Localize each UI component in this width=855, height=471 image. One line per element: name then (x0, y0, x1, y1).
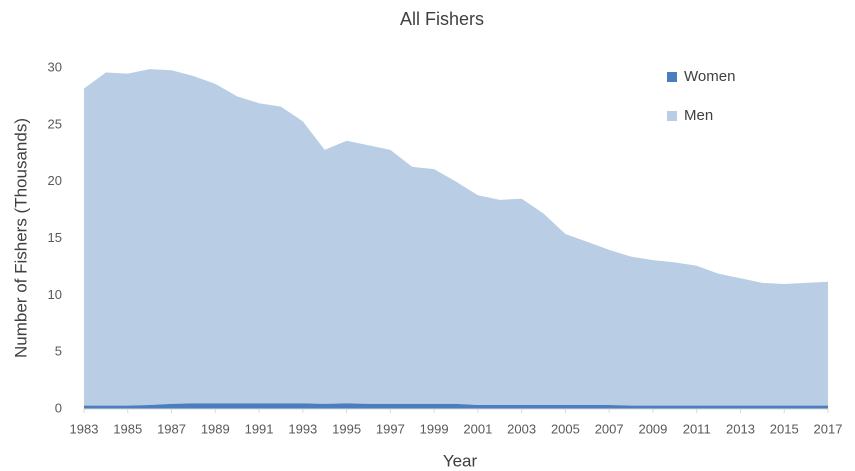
y-tick-label: 5 (55, 344, 62, 359)
area (84, 403, 828, 409)
x-axis-title: Year (443, 451, 478, 470)
y-axis-title: Number of Fishers (Thousands) (11, 118, 30, 358)
y-tick-label: 15 (48, 230, 62, 245)
x-tick-label: 2013 (726, 421, 755, 436)
x-tick-label: 2015 (770, 421, 799, 436)
x-tick-label: 1995 (332, 421, 361, 436)
area (84, 69, 828, 406)
x-tick-label: 2009 (638, 421, 667, 436)
chart-title: All Fishers (400, 9, 484, 29)
x-tick-label: 1993 (288, 421, 317, 436)
x-tick-label: 2007 (595, 421, 624, 436)
legend-label: Men (684, 107, 713, 124)
y-tick-label: 20 (48, 173, 62, 188)
x-tick-label: 1989 (201, 421, 230, 436)
y-tick-label: 25 (48, 116, 62, 131)
x-tick-label: 2005 (551, 421, 580, 436)
x-tick-label: 1983 (70, 421, 99, 436)
y-tick-label: 10 (48, 287, 62, 302)
x-tick-label: 1985 (113, 421, 142, 436)
x-tick-label: 2011 (683, 421, 711, 436)
legend-label: Women (684, 68, 735, 85)
y-tick-label: 0 (55, 400, 62, 415)
y-tick-label: 30 (48, 59, 62, 74)
x-tick-label: 2003 (507, 421, 536, 436)
x-tick-label: 1997 (376, 421, 405, 436)
x-tick-label: 1991 (245, 421, 274, 436)
x-tick-label: 1987 (157, 421, 186, 436)
legend-swatch (667, 72, 677, 82)
x-tick-label: 2001 (463, 421, 492, 436)
x-tick-label: 1999 (420, 421, 449, 436)
legend-swatch (667, 111, 677, 121)
x-tick-label: 2017 (814, 421, 843, 436)
